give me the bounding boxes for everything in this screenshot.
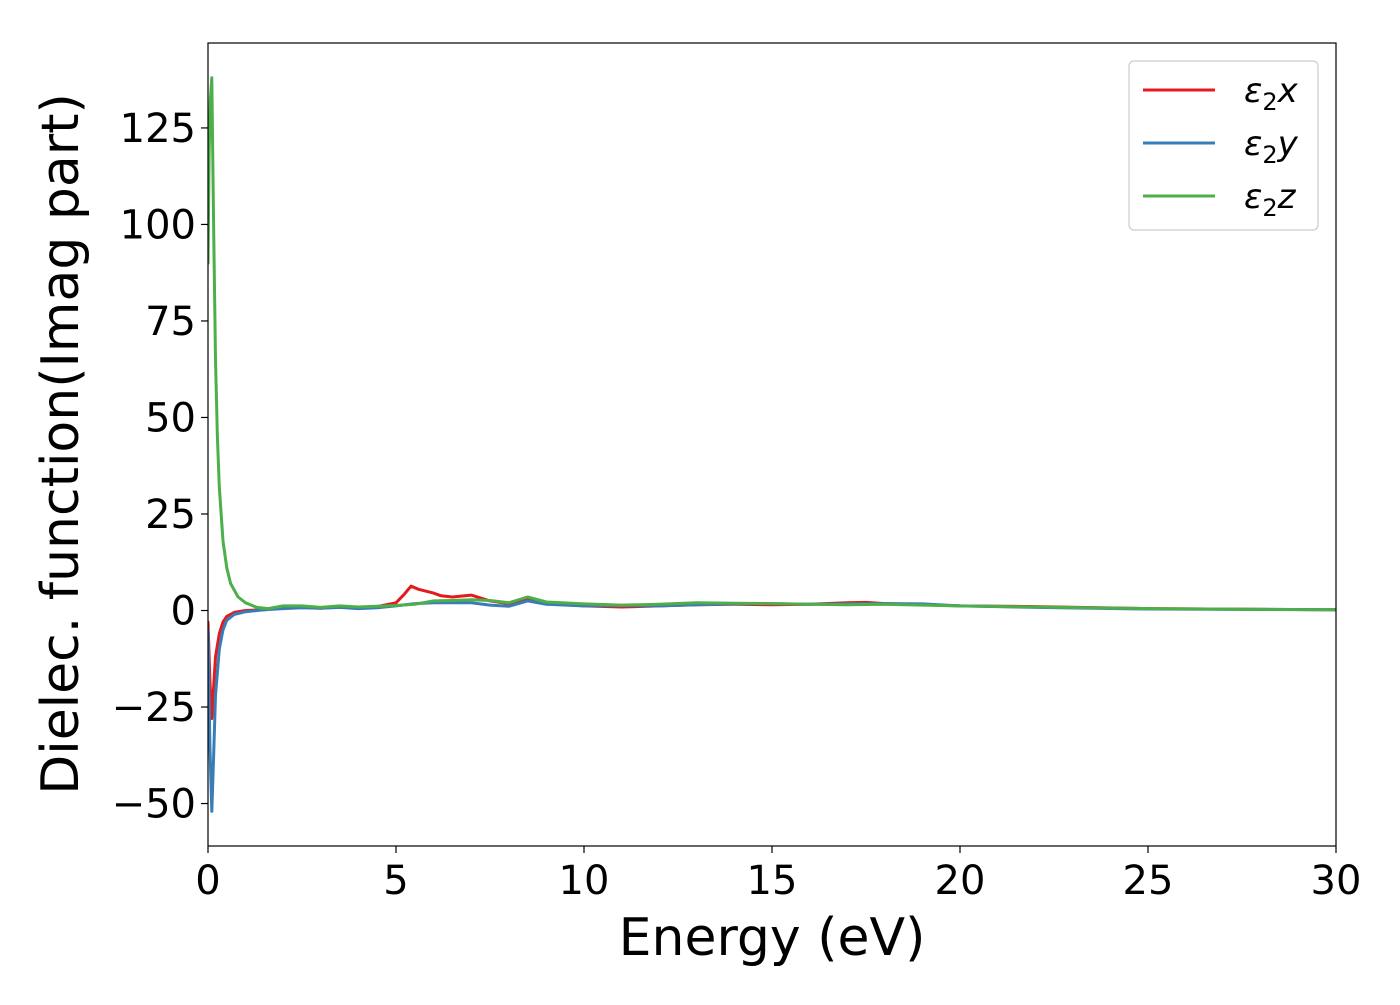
x-tick-label: 15 (747, 858, 798, 904)
legend: ε2x ε2y ε2z (1128, 60, 1319, 231)
x-tick-label: 10 (559, 858, 610, 904)
y-tick-label: −50 (112, 782, 196, 828)
y-tick-label: −25 (112, 685, 196, 731)
y-tick-label: 125 (120, 106, 196, 152)
x-tick-label: 5 (383, 858, 408, 904)
y-tick-label: 75 (145, 299, 196, 345)
y-tick-label: 0 (171, 589, 196, 635)
x-axis-ticks: 0 5 10 15 20 25 30 (195, 846, 1361, 904)
legend-label-z: ε2z (1244, 177, 1297, 222)
x-tick-label: 30 (1311, 858, 1362, 904)
y-axis-ticks: −50 −25 0 25 50 75 100 125 (112, 106, 208, 828)
x-tick-label: 0 (195, 858, 220, 904)
series-layer (208, 76, 1336, 813)
series-line-y (208, 599, 1336, 813)
x-axis-title: Energy (eV) (619, 908, 926, 968)
x-tick-label: 20 (935, 858, 986, 904)
series-line-z (208, 76, 1336, 612)
x-tick-label: 25 (1123, 858, 1174, 904)
y-tick-label: 25 (145, 492, 196, 538)
y-axis-title: Dielec. function(Imag part) (31, 93, 91, 795)
legend-label-y: ε2y (1244, 124, 1299, 169)
legend-box (1128, 60, 1319, 231)
legend-label-x: ε2x (1244, 71, 1299, 116)
y-tick-label: 50 (145, 395, 196, 441)
y-tick-label: 100 (120, 202, 196, 248)
